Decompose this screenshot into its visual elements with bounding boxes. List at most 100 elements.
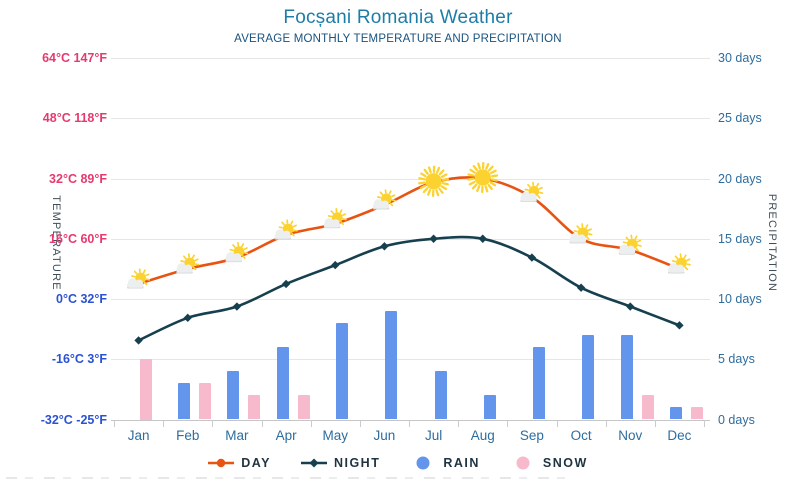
temp-axis-label: 32°C 89°F xyxy=(49,171,107,186)
rain-bar-aug xyxy=(483,395,496,420)
x-axis-tick xyxy=(704,420,705,427)
rain-bar-apr xyxy=(276,347,289,420)
month-label-may: May xyxy=(322,428,348,443)
precip-axis-label: 10 days xyxy=(718,292,762,306)
month-label-apr: Apr xyxy=(275,428,297,443)
temp-axis-label: 64°C 147°F xyxy=(42,51,107,65)
gridline xyxy=(111,238,710,240)
x-axis-tick xyxy=(114,420,115,427)
legend-item-day: DAY xyxy=(208,456,271,470)
legend-item-rain: RAIN xyxy=(410,456,480,470)
night-marker-icon xyxy=(576,283,586,292)
legend-dot-icon xyxy=(516,456,530,470)
x-axis-tick xyxy=(310,420,312,427)
rain-bar-sep xyxy=(532,347,545,420)
night-marker-icon xyxy=(527,253,537,262)
night-marker-icon xyxy=(626,302,635,311)
month-label-sep: Sep xyxy=(519,428,544,443)
rain-bar-nov xyxy=(620,335,633,420)
legend-label: NIGHT xyxy=(333,456,381,470)
temp-axis-label: 16°C 60°F xyxy=(49,231,107,246)
precip-axis-label: 5 days xyxy=(718,352,755,367)
sun-cloud-icon xyxy=(127,268,151,289)
sun-icon xyxy=(418,165,450,197)
legend-line-diamond-icon xyxy=(300,458,327,468)
night-marker-icon xyxy=(281,279,291,289)
temperature-axis-title: TEMPERATURE xyxy=(50,195,62,291)
precip-axis-label: 0 days xyxy=(718,412,755,427)
sun-cloud-icon xyxy=(225,241,249,263)
precip-axis-label: 25 days xyxy=(718,111,762,126)
x-axis-tick xyxy=(212,420,214,427)
x-axis-tick xyxy=(409,420,410,427)
temp-axis-label: 48°C 118°F xyxy=(42,111,107,126)
sun-cloud-icon xyxy=(372,189,396,210)
gridline xyxy=(111,118,710,120)
night-marker-icon xyxy=(380,242,389,251)
month-label-nov: Nov xyxy=(618,428,643,443)
snow-bar-dec xyxy=(690,407,703,420)
cropped-text-sliver xyxy=(6,477,572,479)
precip-axis-label: 30 days xyxy=(718,51,762,65)
page-title: Focșani Romania Weather xyxy=(283,7,513,28)
chart-subtitle: AVERAGE MONTHLY TEMPERATURE AND PRECIPIT… xyxy=(234,33,562,45)
sun-cloud-icon xyxy=(323,208,347,229)
chart-legend: DAY NIGHT RAIN SNOW xyxy=(0,452,796,474)
legend-label: DAY xyxy=(241,456,271,470)
x-axis-tick xyxy=(163,420,165,427)
rain-bar-jun xyxy=(385,311,398,420)
month-label-mar: Mar xyxy=(225,428,249,443)
legend-item-night: NIGHT xyxy=(300,456,381,470)
rain-bar-feb xyxy=(178,383,191,420)
sun-cloud-icon xyxy=(520,181,544,202)
precipitation-axis-title: PRECIPITATION xyxy=(766,193,778,293)
gridline xyxy=(111,58,710,59)
rain-bar-jul xyxy=(434,371,447,420)
precip-axis-label: 15 days xyxy=(718,231,762,246)
sun-cloud-icon xyxy=(569,223,593,244)
month-label-feb: Feb xyxy=(176,428,200,443)
sun-cloud-icon xyxy=(274,219,298,240)
night-marker-icon xyxy=(183,313,192,323)
legend-dot-icon xyxy=(416,456,430,470)
x-axis-line xyxy=(111,419,710,421)
rain-bar-may xyxy=(336,323,349,420)
day-line xyxy=(138,176,680,286)
rain-bar-dec xyxy=(669,407,682,420)
night-marker-icon xyxy=(134,336,143,345)
snow-bar-mar xyxy=(248,395,261,420)
night-marker-icon xyxy=(232,302,242,311)
sun-icon xyxy=(467,161,499,194)
month-label-dec: Dec xyxy=(667,428,692,443)
x-axis-tick xyxy=(261,420,263,427)
rain-bar-mar xyxy=(227,371,240,420)
night-line xyxy=(138,235,680,342)
x-axis-tick xyxy=(507,420,509,427)
month-label-oct: Oct xyxy=(570,428,592,443)
gridline xyxy=(111,178,710,180)
temp-axis-label: 0°C 32°F xyxy=(56,292,107,306)
gridline xyxy=(111,359,710,361)
precip-axis-label: 20 days xyxy=(718,171,762,186)
rain-bar-oct xyxy=(582,335,595,420)
month-label-aug: Aug xyxy=(470,428,495,443)
legend-line-dot-icon xyxy=(208,458,235,468)
temp-axis-label: -16°C 3°F xyxy=(51,352,107,367)
x-axis-tick xyxy=(556,420,558,427)
sun-cloud-icon xyxy=(176,253,200,274)
month-label-jan: Jan xyxy=(127,428,150,443)
snow-bar-feb xyxy=(199,383,212,420)
x-axis-tick xyxy=(654,420,656,427)
month-label-jun: Jun xyxy=(373,428,396,443)
night-marker-icon xyxy=(331,260,340,270)
temp-axis-label: -32°C -25°F xyxy=(40,412,107,427)
legend-item-snow: SNOW xyxy=(510,456,588,470)
x-axis-tick xyxy=(359,420,361,427)
month-label-jul: Jul xyxy=(424,428,443,443)
legend-label: RAIN xyxy=(443,456,480,470)
sun-cloud-icon xyxy=(667,253,691,274)
snow-bar-apr xyxy=(297,395,310,420)
x-axis-tick xyxy=(605,420,607,427)
snow-bar-jan xyxy=(139,359,152,420)
